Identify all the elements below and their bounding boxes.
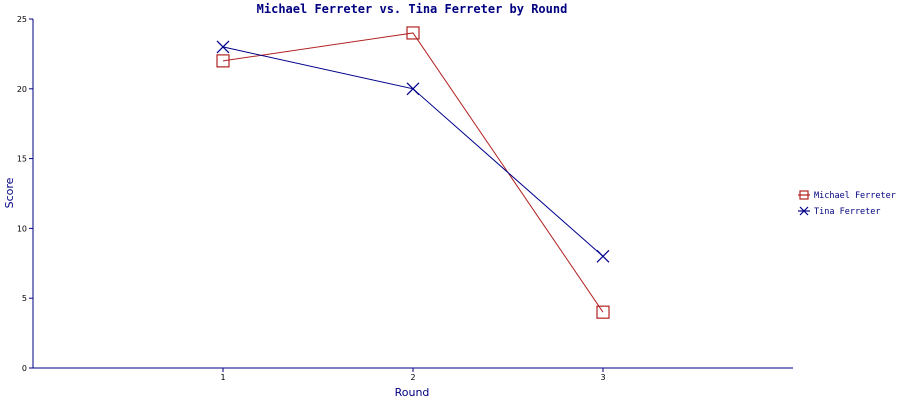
x-tick-label: 1 [220, 373, 225, 382]
data-point [406, 26, 420, 40]
y-tick-label: 25 [17, 15, 27, 24]
y-axis-label: Score [3, 177, 16, 208]
y-ticks: 0 5 10 15 20 25 [17, 15, 33, 373]
x-axis-label: Round [395, 386, 430, 399]
legend-marker [799, 206, 809, 216]
y-tick-label: 20 [17, 85, 27, 94]
series-layer [216, 26, 610, 319]
legend-item: Michael Ferreter [798, 190, 896, 201]
x-tick-label: 3 [600, 373, 605, 382]
data-point [596, 305, 610, 319]
series-1 [216, 40, 610, 263]
legend-item: Tina Ferreter [798, 206, 881, 217]
y-tick-label: 5 [22, 294, 27, 303]
y-tick-label: 15 [17, 155, 27, 164]
legend-label: Michael Ferreter [814, 191, 896, 201]
y-tick-label: 0 [22, 364, 27, 373]
x-tick-label: 2 [410, 373, 415, 382]
data-point [406, 82, 420, 96]
data-point [216, 40, 230, 54]
series-0 [216, 26, 610, 319]
legend-marker [799, 190, 809, 200]
y-tick-label: 10 [17, 224, 27, 233]
data-point [596, 249, 610, 263]
axes [32, 19, 793, 369]
series-line [222, 32, 604, 313]
legend: Michael Ferreter Tina Ferreter [798, 190, 896, 217]
data-point [216, 54, 230, 68]
chart-title: Michael Ferreter vs. Tina Ferreter by Ro… [257, 2, 568, 16]
legend-label: Tina Ferreter [814, 207, 881, 217]
x-ticks: 1 2 3 [220, 368, 606, 382]
series-line [222, 46, 604, 257]
